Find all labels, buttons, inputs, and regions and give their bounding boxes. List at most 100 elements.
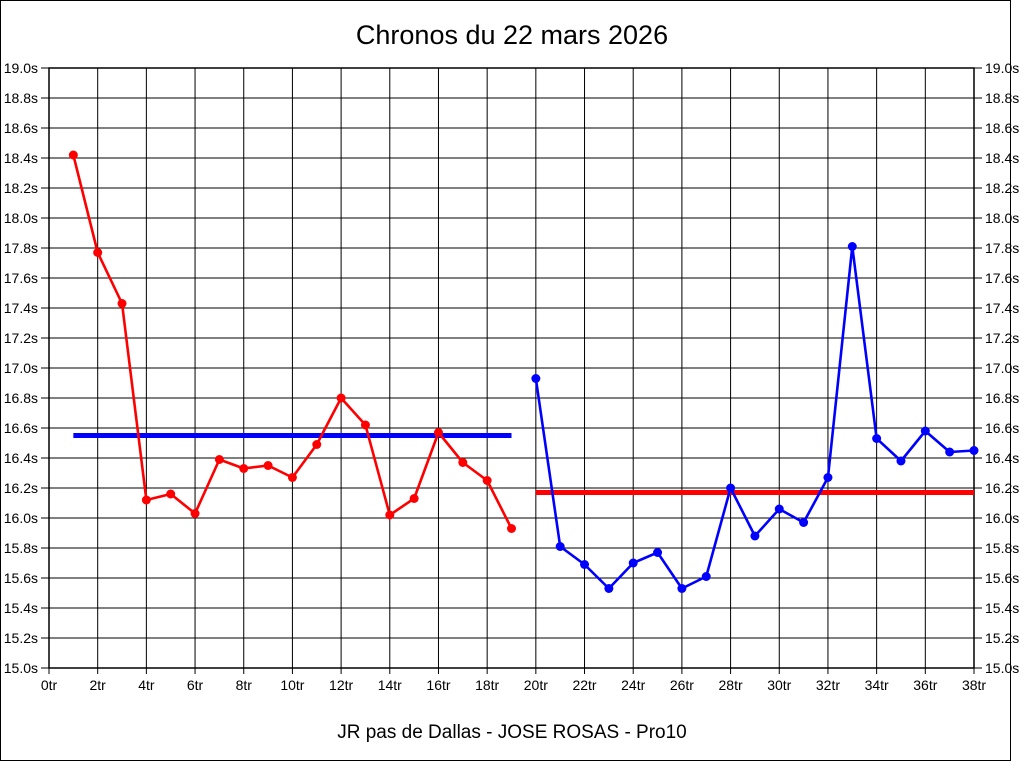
data-point [969, 446, 979, 455]
y-tick-label-left: 18.4s [4, 150, 38, 166]
y-tick-label-right: 17.0s [985, 360, 1019, 376]
y-tick-label-right: 16.2s [985, 480, 1019, 496]
y-tick-label-right: 15.6s [985, 570, 1019, 586]
x-tick-label: 0tr [41, 677, 58, 693]
series-chronos-tours-1-19 [68, 150, 516, 533]
data-point [312, 440, 322, 449]
x-tick-label: 16tr [426, 677, 450, 693]
y-tick-label-left: 17.2s [4, 330, 38, 346]
y-tick-label-left: 16.4s [4, 450, 38, 466]
x-tick-label: 24tr [621, 677, 645, 693]
data-point [847, 242, 857, 251]
y-tick-label-left: 18.0s [4, 210, 38, 226]
y-tick-label-left: 16.2s [4, 480, 38, 496]
y-tick-label-left: 18.6s [4, 120, 38, 136]
y-tick-label-left: 15.8s [4, 540, 38, 556]
y-tick-label-left: 16.6s [4, 420, 38, 436]
x-tick-label: 22tr [572, 677, 596, 693]
y-tick-label-right: 18.2s [985, 180, 1019, 196]
y-tick-label-left: 15.6s [4, 570, 38, 586]
y-tick-label-left: 17.8s [4, 240, 38, 256]
x-tick-label: 30tr [767, 677, 791, 693]
y-tick-label-right: 16.6s [985, 420, 1019, 436]
x-tick-label: 14tr [378, 677, 402, 693]
data-point [385, 510, 395, 520]
y-tick-label-right: 18.4s [985, 150, 1019, 166]
y-tick-label-left: 15.2s [4, 630, 38, 646]
axis-tick-labels: 19.0s 19.0s 18.8s 18.8s 18.6s 18.6s 18.4s 18.4s… [4, 60, 1020, 693]
x-tick-label: 34tr [865, 677, 889, 693]
y-tick-label-right: 17.8s [985, 240, 1019, 256]
x-tick-label: 8tr [236, 677, 253, 693]
data-point [68, 150, 78, 160]
y-tick-label-left: 16.0s [4, 510, 38, 526]
data-point [409, 494, 419, 503]
y-tick-label-right: 17.6s [985, 270, 1019, 286]
data-point [896, 456, 906, 466]
chart-footer: JR pas de Dallas - JOSE ROSAS - Pro10 [337, 722, 687, 743]
data-point [750, 531, 760, 541]
data-point [239, 464, 249, 473]
series-chronos-tours-20-38 [531, 242, 979, 593]
data-point [628, 558, 638, 568]
data-point [653, 548, 663, 557]
data-point [263, 461, 273, 470]
y-tick-label-right: 16.0s [985, 510, 1019, 526]
data-point [336, 393, 346, 403]
y-tick-label-right: 18.8s [985, 90, 1019, 106]
y-tick-label-left: 15.0s [4, 660, 38, 676]
x-tick-label: 10tr [280, 677, 304, 693]
data-point [531, 374, 541, 383]
data-point [482, 476, 492, 485]
y-tick-label-right: 15.4s [985, 600, 1019, 616]
y-tick-label-left: 18.2s [4, 180, 38, 196]
data-point [799, 518, 809, 527]
y-tick-label-right: 18.0s [985, 210, 1019, 226]
y-tick-label-right: 15.2s [985, 630, 1019, 646]
data-point [555, 542, 565, 551]
data-point [920, 426, 930, 436]
y-tick-label-left: 19.0s [4, 60, 38, 76]
data-point [141, 495, 151, 505]
data-point [166, 489, 176, 499]
data-point [580, 560, 590, 569]
x-tick-label: 38tr [962, 677, 986, 693]
data-point [117, 299, 127, 308]
data-point [433, 428, 443, 437]
data-point [677, 584, 687, 593]
data-point [945, 447, 955, 457]
y-tick-label-right: 17.2s [985, 330, 1019, 346]
y-tick-label-left: 18.8s [4, 90, 38, 106]
x-tick-label: 28tr [719, 677, 743, 693]
x-tick-label: 32tr [816, 677, 840, 693]
data-point [214, 455, 224, 464]
x-tick-label: 2tr [90, 677, 107, 693]
y-tick-label-right: 18.6s [985, 120, 1019, 136]
x-tick-label: 20tr [524, 677, 548, 693]
y-tick-label-right: 15.0s [985, 660, 1019, 676]
data-point [287, 473, 297, 482]
chart-title: Chronos du 22 mars 2026 [355, 20, 669, 50]
y-tick-label-right: 19.0s [985, 60, 1019, 76]
x-tick-label: 4tr [138, 677, 155, 693]
data-point [701, 572, 711, 581]
x-tick-label: 36tr [913, 677, 937, 693]
data-point [604, 584, 614, 593]
x-tick-label: 6tr [187, 677, 204, 693]
y-tick-label-left: 17.6s [4, 270, 38, 286]
plot-border [48, 67, 975, 669]
gridlines [41, 67, 982, 674]
data-point [507, 524, 516, 533]
data-point [872, 434, 882, 443]
y-tick-label-left: 16.8s [4, 390, 38, 406]
data-point [823, 473, 833, 482]
y-tick-label-right: 15.8s [985, 540, 1019, 556]
y-tick-label-right: 16.8s [985, 390, 1019, 406]
data-point [360, 420, 370, 430]
x-tick-label: 26tr [670, 677, 694, 693]
x-tick-label: 18tr [475, 677, 499, 693]
y-tick-label-right: 17.4s [985, 300, 1019, 316]
data-point [726, 483, 736, 493]
data-point [93, 248, 103, 257]
